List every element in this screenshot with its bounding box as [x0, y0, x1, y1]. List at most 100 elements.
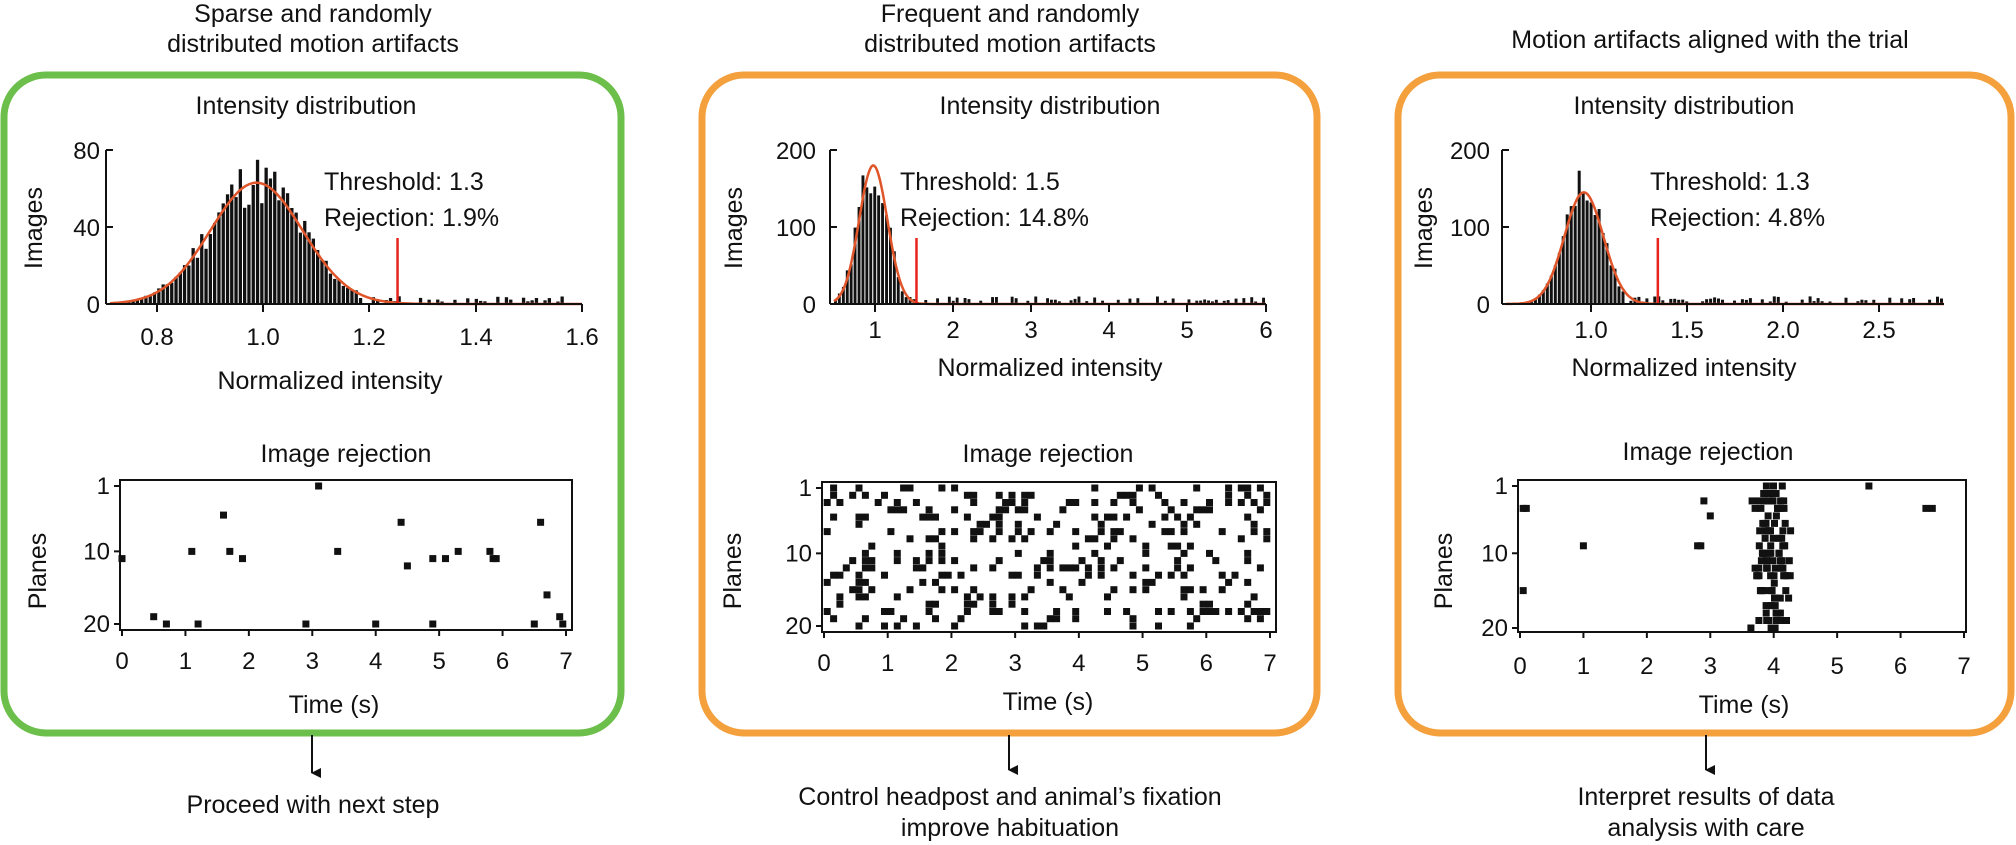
histogram-bar — [881, 203, 884, 304]
histogram-bar — [885, 215, 888, 304]
rejected-image-mark — [1783, 617, 1790, 624]
histogram-bar — [857, 207, 861, 304]
rejected-image-mark — [938, 528, 946, 536]
x-axis-label: Normalized intensity — [1571, 354, 1797, 382]
chart-title: Intensity distribution — [1574, 92, 1795, 120]
histogram-bar — [1207, 300, 1210, 304]
rejected-image-mark — [1763, 564, 1771, 572]
rejected-image-mark — [1097, 520, 1105, 528]
rejected-image-mark — [1078, 578, 1086, 586]
rejected-image-mark — [1256, 564, 1264, 572]
histogram-bar — [255, 159, 260, 304]
rejected-image-mark — [1014, 506, 1022, 514]
histogram-bar — [526, 301, 530, 304]
rejected-image-mark — [1091, 499, 1099, 506]
histogram-bar — [213, 223, 217, 304]
raster-frame — [1517, 479, 1967, 633]
rejected-image-mark — [194, 620, 202, 628]
x-tick-label: 3 — [1024, 317, 1037, 344]
rejected-image-mark — [1256, 506, 1264, 514]
histogram-bar — [936, 298, 939, 304]
rejected-image-mark — [118, 555, 126, 563]
x-tick-label: 0.8 — [140, 324, 173, 351]
histogram-bar — [1605, 243, 1609, 304]
histogram-bar — [955, 297, 959, 304]
rejected-image-mark — [1021, 622, 1029, 630]
rejected-image-mark — [868, 542, 876, 550]
action-text: improve habituation — [901, 814, 1119, 842]
y-tick-label: 0 — [803, 292, 816, 319]
x-axis-label: Time (s) — [1003, 688, 1094, 716]
rejected-image-mark — [868, 586, 876, 594]
rejected-image-mark — [1129, 586, 1137, 594]
rejected-image-mark — [1779, 542, 1787, 550]
rejected-image-mark — [1072, 608, 1080, 615]
histogram-bar — [187, 265, 191, 304]
rejected-image-mark — [1767, 624, 1775, 632]
histogram-bar — [376, 299, 380, 304]
rejected-image-mark — [976, 520, 984, 528]
rejected-image-mark — [1161, 528, 1169, 536]
rejected-image-mark — [938, 557, 946, 565]
y-tick-label: 20 — [1481, 615, 1508, 642]
rejected-image-mark — [989, 513, 997, 521]
rejected-image-mark — [983, 520, 990, 528]
rejected-image-mark — [951, 586, 959, 594]
rejected-image-mark — [1774, 504, 1781, 512]
rejected-image-mark — [855, 578, 863, 586]
rejected-image-mark — [836, 593, 844, 601]
histogram-bar — [1553, 265, 1557, 304]
rejected-image-mark — [1225, 484, 1233, 492]
x-tick-label: 2 — [242, 648, 255, 675]
rejected-image-mark — [1046, 549, 1054, 557]
y-tick-label: 10 — [83, 538, 110, 565]
histogram-bar — [1856, 301, 1860, 304]
rejected-image-mark — [1193, 506, 1201, 514]
rejected-image-mark — [1772, 594, 1779, 602]
x-tick-label: 7 — [1957, 653, 1970, 680]
rejected-image-mark — [932, 535, 939, 543]
rejected-image-mark — [1769, 534, 1777, 542]
rejected-image-mark — [951, 484, 959, 492]
histogram-bar — [496, 296, 500, 304]
histogram-bar — [1709, 298, 1713, 304]
rejected-image-mark — [1775, 534, 1783, 542]
rejected-image-mark — [1263, 491, 1271, 499]
histogram-bar — [1661, 300, 1665, 304]
rejected-image-mark — [995, 528, 1003, 536]
histogram-bar — [1772, 296, 1776, 304]
rejection-annotation: Rejection: 4.8% — [1650, 204, 1825, 232]
raster-y-ticks: 1 10 20 — [1481, 473, 1518, 642]
rejected-image-mark — [861, 491, 869, 499]
rejected-image-mark — [1021, 535, 1029, 543]
rejected-image-mark — [1104, 608, 1111, 615]
rejected-image-mark — [1761, 534, 1769, 542]
rejected-image-mark — [1033, 564, 1041, 572]
rejected-image-mark — [963, 608, 971, 615]
y-tick-label: 200 — [1450, 138, 1490, 165]
rejected-image-mark — [1218, 528, 1226, 536]
rejected-image-mark — [1755, 564, 1763, 572]
rejected-image-mark — [1263, 528, 1271, 536]
rejected-image-mark — [1072, 528, 1080, 536]
histogram-bar — [1808, 296, 1812, 304]
histogram-bar — [1601, 233, 1605, 304]
histogram-bar — [1050, 299, 1053, 304]
histogram-bar — [341, 285, 345, 304]
rejected-image-mark — [1110, 499, 1118, 506]
rejected-image-mark — [957, 571, 965, 579]
y-tick-label: 10 — [1481, 540, 1508, 567]
rejected-image-mark — [1116, 528, 1124, 536]
rejected-image-mark — [855, 622, 863, 630]
rejected-image-mark — [1180, 549, 1188, 557]
rejected-image-mark — [239, 555, 246, 563]
histogram-bar — [333, 278, 337, 304]
histogram-bar — [849, 264, 853, 304]
x-tick-label: 4 — [369, 648, 382, 675]
action-text: Interpret results of data — [1577, 783, 1834, 811]
rejected-image-mark — [1014, 520, 1022, 528]
histogram-bar — [178, 272, 182, 304]
histogram-bar — [1669, 298, 1673, 304]
raster-y-ticks: 1 10 20 — [83, 473, 120, 638]
rejected-image-mark — [823, 578, 831, 586]
